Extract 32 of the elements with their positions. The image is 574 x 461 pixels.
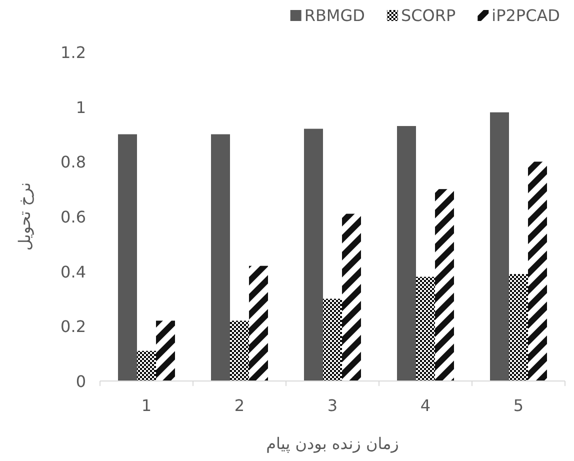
bar — [528, 162, 547, 381]
x-tick-label: 2 — [234, 396, 245, 415]
x-tick-label: 5 — [513, 396, 524, 415]
y-tick-label: 0.8 — [60, 152, 86, 172]
x-tick-label: 3 — [327, 396, 338, 415]
bar — [490, 112, 509, 381]
bar — [397, 126, 416, 381]
y-tick-label: 1.2 — [60, 43, 86, 62]
y-axis-title: نرخ تحویل — [15, 182, 34, 251]
x-tick-label: 1 — [141, 396, 152, 415]
y-tick-label: 0.2 — [60, 317, 86, 336]
bar — [304, 128, 323, 381]
x-tick-label: 4 — [420, 396, 431, 415]
bar — [249, 266, 268, 381]
bar — [509, 274, 528, 381]
y-tick-label: 0.4 — [60, 262, 86, 282]
bar — [156, 320, 175, 381]
x-axis-title: زمان زنده بودن پیام — [266, 434, 399, 453]
bar — [118, 134, 137, 381]
bar — [323, 298, 342, 381]
legend-label: RBMGD — [304, 6, 365, 25]
y-tick-label: 0.6 — [60, 208, 86, 226]
legend-label: iP2PCAD — [492, 6, 560, 25]
bar — [230, 320, 249, 381]
bar — [137, 350, 156, 381]
bar — [211, 134, 230, 381]
bar — [416, 276, 435, 381]
y-tick-label: 0 — [76, 372, 86, 391]
legend-label: SCORP — [400, 6, 456, 25]
y-tick-label: 1 — [76, 98, 86, 117]
bar — [435, 189, 454, 381]
bar — [342, 214, 361, 381]
